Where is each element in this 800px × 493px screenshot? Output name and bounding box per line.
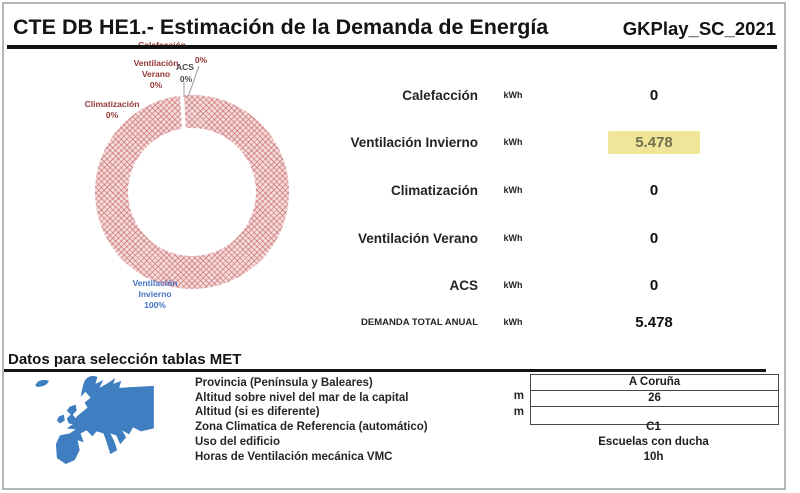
donut-gap-notch (180, 93, 186, 132)
met-label-altitud-diferente: Altitud (si es diferente) (195, 406, 320, 418)
chart-label-ventinv-pct: 100% (144, 300, 166, 310)
demand-unit: kWh (503, 233, 523, 243)
demand-value: 5.478 (548, 130, 760, 154)
met-label-horas-vmc: Horas de Ventilación mecánica VMC (195, 451, 393, 463)
met-input-box: A Coruña 26 (530, 374, 779, 425)
chart-label-ventverano-pct: 0% (149, 80, 163, 90)
ireland-shape (56, 414, 65, 424)
demand-label: Ventilación Invierno (350, 134, 478, 150)
demand-row-climatizacion: Climatización kWh 0 (250, 177, 760, 203)
chart-label-climatizacion-pct: 0% (105, 110, 119, 120)
met-label-provincia: Provincia (Península y Baleares) (195, 377, 373, 389)
iceland-shape (35, 379, 49, 387)
met-unit-m-capital: m (513, 390, 524, 402)
highlighted-input-cell[interactable]: 5.478 (608, 130, 700, 154)
demand-row-total: DEMANDA TOTAL ANUAL kWh 5.478 (250, 309, 760, 335)
demand-value: 0 (649, 181, 659, 199)
met-label-zona-climatica: Zona Climatica de Referencia (automático… (195, 421, 428, 433)
demand-label: ACS (449, 277, 478, 293)
page-title: CTE DB HE1.- Estimación de la Demanda de… (13, 15, 549, 39)
demand-total-value: 5.478 (635, 313, 673, 331)
demand-value: 0 (649, 276, 659, 294)
met-unit-m-diferente: m (513, 406, 524, 418)
demand-unit: kWh (503, 280, 523, 290)
chart-label-ventverano-line1: Ventilación (133, 58, 179, 68)
donut-chart (95, 93, 289, 289)
altitud-capital-input-cell[interactable]: 26 (531, 391, 778, 407)
europe-map (35, 376, 154, 465)
chart-label-calefaccion-pct: 0% (194, 55, 208, 65)
europe-mainland-shape (55, 376, 154, 465)
donut-hole (128, 128, 256, 256)
chart-label-ventverano-line2: Verano (141, 69, 171, 79)
chart-label-ventilacion-verano: Ventilación Verano 0% (121, 58, 191, 91)
demand-label: Calefacción (402, 87, 478, 103)
chart-label-ventinv-line1: Ventilación (132, 278, 178, 288)
chart-label-acs-pct: 0% (179, 74, 193, 84)
britain-shape (66, 404, 77, 425)
demand-value: 0 (649, 229, 659, 247)
demand-row-acs: ACS kWh 0 (250, 272, 760, 298)
demand-row-calefaccion: Calefacción kWh 0 (250, 82, 760, 108)
chart-label-climatizacion-name: Climatización (84, 99, 140, 109)
chart-label-climatizacion: Climatización 0% (77, 99, 147, 121)
demand-row-ventilacion-invierno: Ventilación Invierno kWh 5.478 (250, 129, 760, 155)
workbook-id: GKPlay_SC_2021 (622, 18, 776, 39)
met-rule (4, 369, 766, 372)
demand-value: 0 (649, 86, 659, 104)
chart-label-ventilacion-invierno: Ventilación Invierno 100% (120, 278, 190, 311)
met-label-uso-edificio: Uso del edificio (195, 436, 280, 448)
demand-unit: kWh (503, 317, 523, 327)
demand-unit: kWh (503, 90, 523, 100)
demand-row-ventilacion-verano: Ventilación Verano kWh 0 (250, 225, 760, 251)
horas-vmc-value: 10h (643, 451, 664, 463)
demand-total-label: DEMANDA TOTAL ANUAL (361, 316, 478, 328)
met-section-title: Datos para selección tablas MET (8, 351, 242, 368)
chart-label-ventinv-line2: Invierno (138, 289, 172, 299)
provincia-input-cell[interactable]: A Coruña (531, 375, 778, 391)
header-rule (7, 45, 777, 49)
met-label-altitud-capital: Altitud sobre nivel del mar de la capita… (195, 392, 409, 404)
demand-unit: kWh (503, 137, 523, 147)
demand-unit: kWh (503, 185, 523, 195)
chart-label-acs: ACS (176, 62, 194, 72)
zona-climatica-value: C1 (646, 421, 661, 433)
demand-label: Climatización (390, 182, 478, 198)
uso-edificio-value: Escuelas con ducha (598, 436, 709, 448)
demand-label: Ventilación Verano (357, 230, 478, 246)
